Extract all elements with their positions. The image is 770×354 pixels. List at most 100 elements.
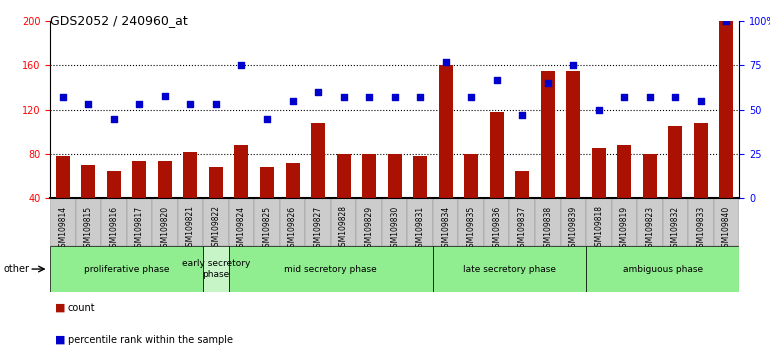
Bar [586,246,739,292]
Text: GSM109822: GSM109822 [212,205,220,251]
Text: GSM109817: GSM109817 [135,205,144,252]
Point [490,77,503,82]
Point [414,95,427,100]
Bar [592,148,606,198]
Text: GSM109831: GSM109831 [416,205,424,252]
Bar [714,198,739,246]
Text: GSM109821: GSM109821 [186,205,195,251]
Bar [357,198,382,246]
Text: mid secretory phase: mid secretory phase [284,264,377,274]
Point [286,98,299,104]
Bar [203,246,229,292]
Text: GSM109833: GSM109833 [696,205,705,252]
Bar [254,198,280,246]
Point [541,80,554,86]
Bar [433,198,458,246]
Bar [50,246,203,292]
Text: other: other [4,264,30,274]
Text: GSM109814: GSM109814 [59,205,67,252]
Bar [586,198,611,246]
Bar [107,171,121,198]
Point [669,95,681,100]
Bar [541,71,555,198]
Text: GSM109823: GSM109823 [645,205,654,252]
Bar [152,198,178,246]
Bar [50,198,75,246]
Point [516,112,528,118]
Text: GSM109824: GSM109824 [237,205,246,252]
Bar [234,145,249,198]
Text: GSM109832: GSM109832 [671,205,680,252]
Bar [611,198,637,246]
Text: percentile rank within the sample: percentile rank within the sample [68,335,233,345]
Bar [55,156,70,198]
Point [618,95,631,100]
Text: proliferative phase: proliferative phase [84,264,169,274]
Bar [510,198,535,246]
Text: GSM109826: GSM109826 [288,205,297,252]
Point [184,102,196,107]
Text: GSM109816: GSM109816 [109,205,119,252]
Bar [458,198,484,246]
Point [108,116,120,121]
Text: ■: ■ [55,335,66,345]
Bar [688,198,714,246]
Bar [668,126,682,198]
Point [644,95,656,100]
Bar [694,123,708,198]
Text: GSM109819: GSM109819 [620,205,629,252]
Point [695,98,707,104]
Text: ambiguous phase: ambiguous phase [623,264,703,274]
Text: GSM109818: GSM109818 [594,205,604,251]
Text: GSM109827: GSM109827 [313,205,323,252]
Bar [535,198,561,246]
Bar [311,123,325,198]
Bar [229,198,254,246]
Bar [75,198,101,246]
Point [133,102,146,107]
Point [337,95,350,100]
Text: GSM109829: GSM109829 [365,205,373,252]
Bar [183,152,197,198]
Bar [719,21,734,198]
Point [82,102,95,107]
Bar [286,163,300,198]
Bar [561,198,586,246]
Bar [331,198,357,246]
Bar [229,246,433,292]
Text: count: count [68,303,95,313]
Bar [618,145,631,198]
Text: ■: ■ [55,303,66,313]
Text: GSM109836: GSM109836 [492,205,501,252]
Bar [305,198,331,246]
Bar [464,154,478,198]
Text: GSM109840: GSM109840 [722,205,731,252]
Bar [433,246,586,292]
Bar [336,154,350,198]
Bar [178,198,203,246]
Bar [566,71,581,198]
Bar [203,198,229,246]
Text: late secretory phase: late secretory phase [463,264,556,274]
Point [720,18,732,24]
Point [465,95,477,100]
Text: GSM109828: GSM109828 [339,205,348,251]
Bar [209,167,223,198]
Bar [490,112,504,198]
Text: GSM109838: GSM109838 [544,205,552,252]
Text: early secretory
phase: early secretory phase [182,259,250,279]
Bar [382,198,407,246]
Point [593,107,605,113]
Bar [643,154,657,198]
Bar [126,198,152,246]
Bar [132,161,146,198]
Point [363,95,375,100]
Bar [515,171,529,198]
Bar [362,154,376,198]
Point [261,116,273,121]
Text: GSM109834: GSM109834 [441,205,450,252]
Text: GSM109820: GSM109820 [160,205,169,252]
Point [209,102,222,107]
Bar [387,154,402,198]
Point [440,59,452,65]
